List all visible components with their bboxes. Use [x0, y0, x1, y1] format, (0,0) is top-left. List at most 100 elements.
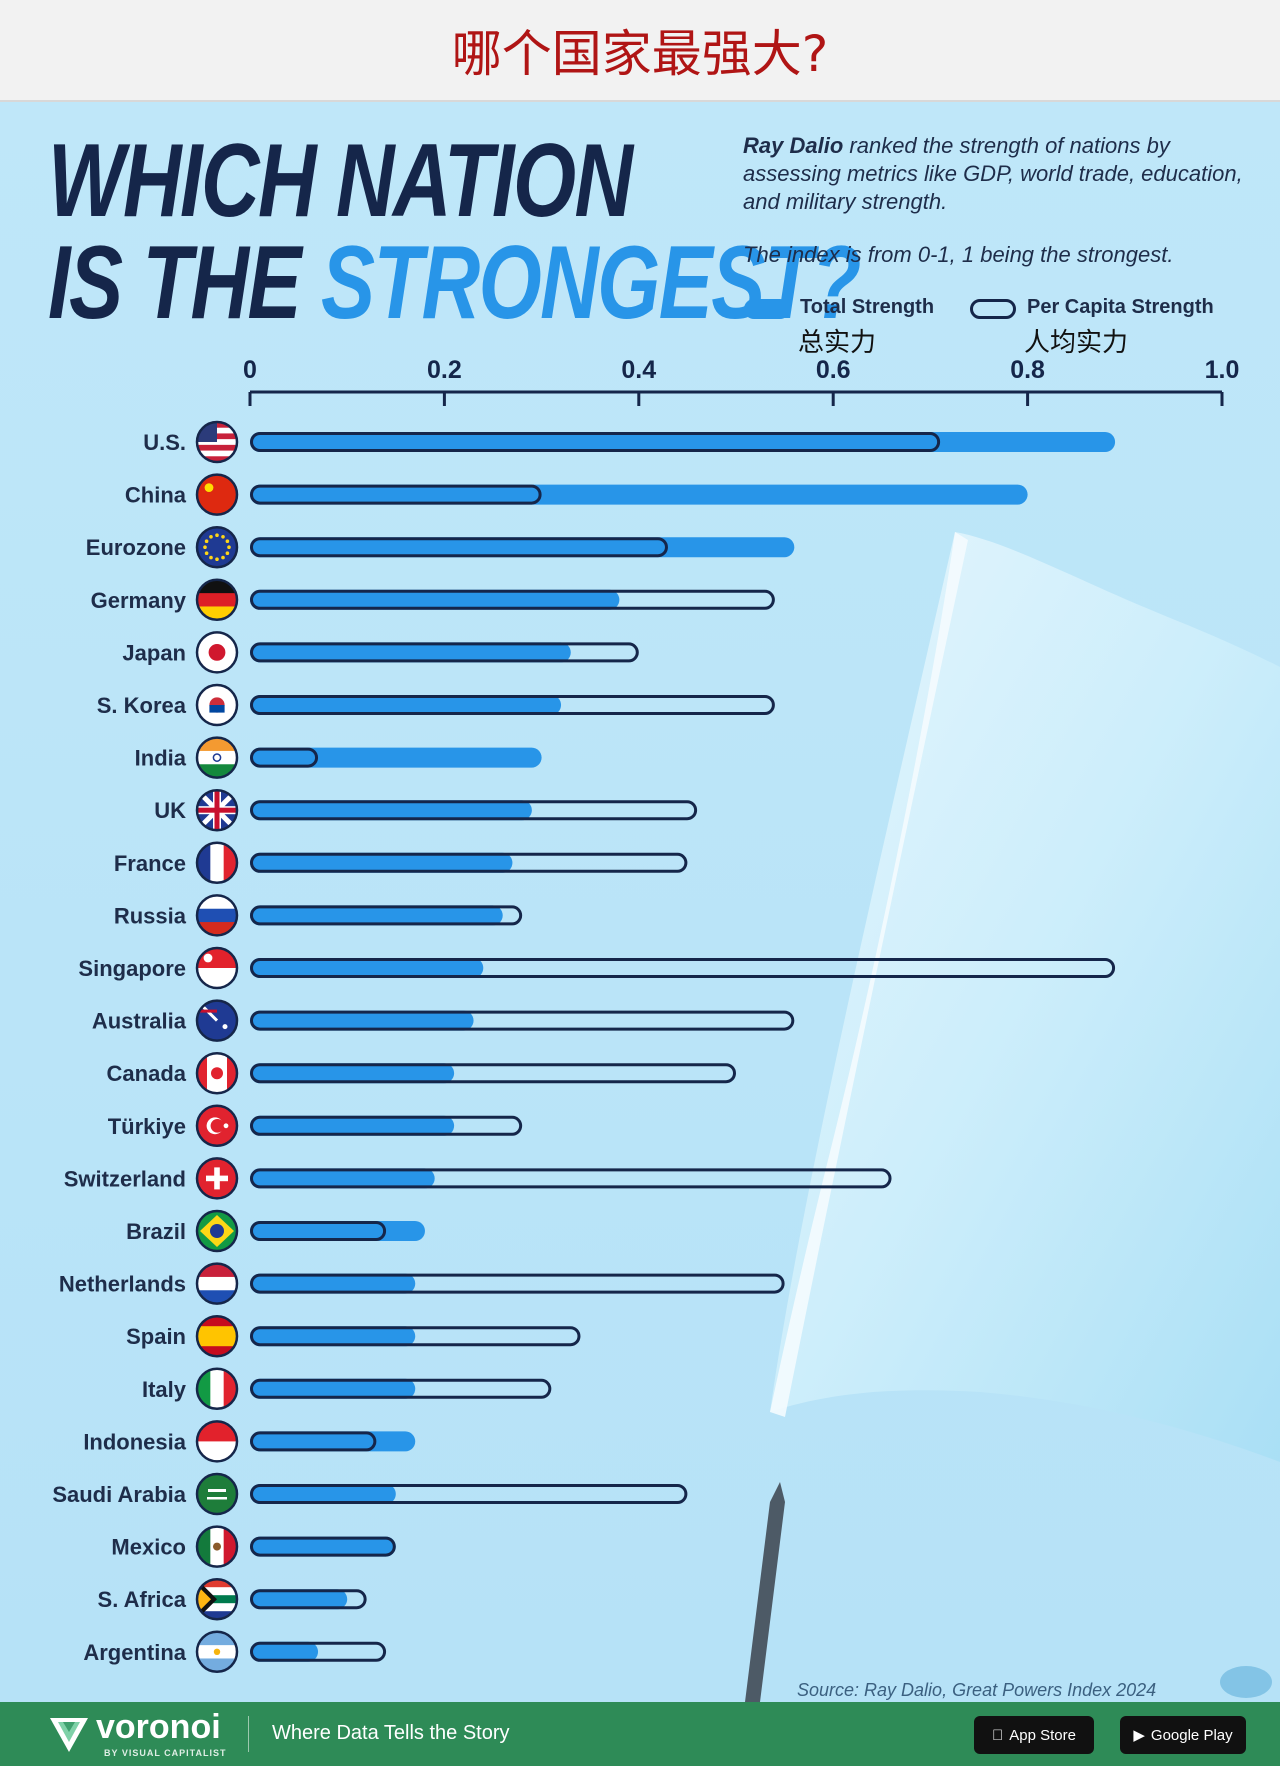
flag-part	[197, 450, 237, 457]
flag-star	[209, 535, 213, 539]
country-label: Singapore	[78, 956, 186, 981]
flag-star	[225, 551, 230, 555]
flag-body	[197, 1579, 237, 1620]
bar-total-strength	[250, 1115, 455, 1136]
bar-per-capita-strength	[250, 1484, 688, 1504]
flag-part	[197, 1336, 237, 1347]
flag-star	[204, 539, 209, 543]
source-note: Source: Ray Dalio, Great Powers Index 20…	[797, 1680, 1157, 1700]
bar-total-strength	[250, 1484, 396, 1504]
country-label: UK	[154, 798, 186, 823]
flag-border	[195, 1262, 239, 1305]
bar-total-strength	[250, 537, 795, 558]
legend-total-cn: 总实力	[798, 328, 877, 358]
flag-border	[195, 420, 239, 464]
bar-total-strength	[250, 1589, 348, 1610]
title-line-2: IS THE STRONGEST?	[48, 224, 861, 343]
country-label: France	[114, 851, 186, 876]
x-tick-label: 0.8	[1010, 356, 1045, 384]
legend-total-label: Total Strength	[800, 296, 935, 318]
flag-part	[197, 1587, 237, 1596]
row-uk: UK	[154, 788, 698, 832]
row-cn: China	[125, 473, 1028, 516]
bar-total-strength	[250, 484, 1028, 505]
row-sa: Saudi Arabia	[52, 1472, 688, 1516]
flag-border	[195, 683, 239, 727]
x-tick-label: 0	[243, 356, 257, 384]
flag-part	[210, 1368, 225, 1409]
row-fr: France	[114, 841, 688, 885]
flag-body	[197, 1421, 237, 1462]
bar-per-capita-strength	[250, 1010, 795, 1031]
flag-crescent-cut	[210, 1119, 225, 1133]
country-label: Indonesia	[83, 1429, 186, 1454]
row-us: U.S.	[143, 420, 1116, 464]
brand-name: voronoi	[96, 1708, 221, 1746]
bar-per-capita-strength	[250, 800, 698, 821]
bar-total-strength	[250, 1010, 474, 1031]
row-ca: Canada	[107, 1051, 736, 1095]
flag-part	[197, 1603, 237, 1612]
title-accent: STRONGEST?	[321, 225, 861, 341]
country-label: Russia	[114, 903, 187, 928]
row-id: Indonesia	[83, 1420, 416, 1463]
tagline: Where Data Tells the Story	[272, 1722, 510, 1744]
app-store-button[interactable]:  App Store	[974, 1716, 1094, 1754]
flag-disc-half	[209, 705, 225, 713]
flag-star	[221, 555, 225, 560]
x-tick-label: 0.4	[621, 356, 656, 384]
bar-total-strength	[250, 1326, 416, 1347]
flag-border	[195, 788, 239, 832]
flag-part	[197, 593, 237, 607]
flag-emblem	[213, 1542, 221, 1551]
flag-part	[197, 1611, 237, 1620]
flag-border	[195, 1314, 239, 1358]
row-au: Australia	[92, 999, 795, 1042]
row-es: Spain	[126, 1314, 581, 1358]
intro-body: ranked the strength of nations by assess…	[743, 133, 1243, 214]
row-tr: Türkiye	[108, 1104, 523, 1148]
bar-per-capita-strength	[250, 1589, 367, 1610]
x-tick-label: 1.0	[1205, 356, 1240, 384]
row-br: Brazil	[126, 1209, 425, 1253]
flag-part	[197, 1009, 217, 1013]
flag-border	[195, 1209, 239, 1253]
legend-total-swatch	[744, 299, 790, 319]
flag-part	[207, 1497, 227, 1500]
row-ru: Russia	[114, 894, 523, 937]
flag-illustration	[745, 532, 1280, 1702]
flag-part	[197, 1441, 237, 1462]
bar-chart: 0 0.2 0.4 0.6 0.8 1.0 U.S. China Eurozone Germany…	[52, 356, 1240, 1674]
title-prefix: IS THE	[48, 225, 302, 341]
bar-per-capita-strength	[250, 1536, 396, 1557]
row-eu: Eurozone	[86, 525, 795, 569]
x-tick-label: 0.2	[427, 356, 462, 384]
country-label: Mexico	[111, 1535, 186, 1560]
country-label: S. Africa	[98, 1587, 187, 1612]
flag-border	[195, 841, 239, 885]
flag-border	[195, 1577, 239, 1621]
row-za: S. Africa	[98, 1577, 367, 1621]
row-mx: Mexico	[111, 1525, 396, 1568]
chinese-title-bar: 哪个国家最强大?	[0, 0, 1280, 102]
flag-star	[215, 533, 219, 537]
flag-part	[206, 1175, 228, 1182]
intro-text: Ray Dalio ranked the strength of nations…	[743, 132, 1263, 216]
country-label: U.S.	[143, 430, 186, 455]
flag-border	[195, 1420, 239, 1463]
flag-border	[195, 1157, 239, 1200]
infographic-poster: WHICH NATION IS THE STRONGEST? Ray Dalio…	[0, 102, 1280, 1702]
flag-part	[197, 1276, 237, 1291]
flag-part	[197, 807, 237, 813]
flag-border	[195, 894, 239, 937]
flag-star	[204, 551, 209, 555]
bar-total-strength	[250, 589, 620, 610]
country-label: Switzerland	[64, 1166, 186, 1191]
footer-divider	[248, 1716, 249, 1752]
google-play-button[interactable]: ▶ Google Play	[1120, 1716, 1246, 1754]
country-label: Spain	[126, 1324, 186, 1349]
bar-total-strength	[250, 852, 513, 873]
legend-capita-swatch	[970, 299, 1016, 319]
legend-capita-cn: 人均实力	[1024, 328, 1129, 358]
country-label: India	[135, 746, 187, 771]
